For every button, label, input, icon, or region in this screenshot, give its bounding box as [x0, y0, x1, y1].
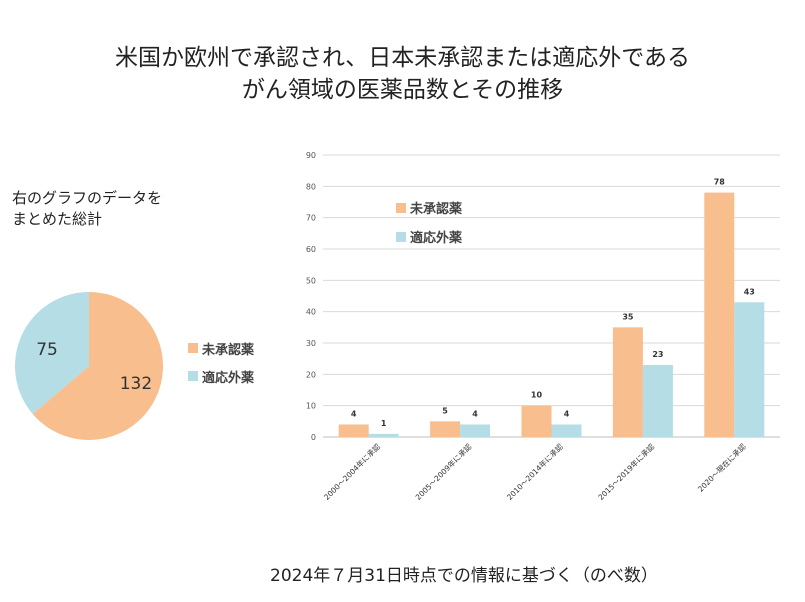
title-line-1: 米国か欧州で承認され、日本未承認または適応外である — [115, 45, 690, 71]
bar-chart: 0 10 20 30 40 50 60 70 80 90 4 1 2000～2004年に承認 5 4 2005… — [306, 151, 780, 502]
summary-note: 右のグラフのデータを まとめた総計 — [12, 188, 162, 230]
data-label: 1 — [381, 419, 387, 428]
bar — [368, 433, 399, 437]
bar — [551, 424, 582, 437]
y-tick-label: 40 — [306, 308, 316, 317]
bar — [460, 424, 491, 437]
pie-slice — [32, 292, 163, 440]
pie-slice-label: 75 — [36, 340, 58, 360]
data-label: 4 — [564, 409, 570, 418]
legend-swatch — [188, 371, 198, 381]
bar — [734, 302, 765, 437]
data-label: 10 — [531, 391, 543, 400]
x-category-label: 2010～2014年に承認 — [504, 441, 565, 502]
legend-swatch — [396, 203, 406, 213]
data-label: 4 — [351, 409, 357, 418]
pie-chart: 132 75 — [14, 292, 163, 440]
y-tick-label: 10 — [306, 402, 316, 411]
legend-label: 未承認薬 — [201, 342, 255, 358]
bar — [704, 192, 735, 437]
y-tick-label: 80 — [306, 182, 316, 191]
summary-note-line-1: 右のグラフのデータを — [12, 189, 163, 207]
summary-note-line-2: まとめた総計 — [12, 210, 103, 228]
y-tick-label: 70 — [306, 214, 316, 223]
x-category-label: 2000～2004年に承認 — [322, 441, 383, 502]
y-tick-label: 0 — [311, 433, 316, 442]
bar — [430, 421, 461, 437]
pie-slice-label: 132 — [120, 374, 152, 394]
y-tick-label: 20 — [306, 370, 316, 379]
y-tick-label: 30 — [306, 339, 316, 348]
pie-slice — [14, 292, 89, 414]
data-label: 23 — [652, 350, 663, 359]
y-tick-label: 60 — [306, 245, 316, 254]
data-label: 5 — [442, 406, 448, 415]
bar — [612, 327, 643, 437]
x-category-label: 2020～現在に承認 — [695, 441, 748, 494]
x-category-label: 2015～2019年に承認 — [596, 441, 657, 502]
bar — [521, 405, 552, 437]
y-tick-label: 50 — [306, 276, 316, 285]
footer-note: 2024年７月31日時点での情報に基づく（のべ数） — [270, 566, 658, 586]
legend-swatch — [188, 343, 198, 353]
legend-label: 未承認薬 — [409, 201, 463, 217]
chart-title: 米国か欧州で承認され、日本未承認または適応外である がん領域の医薬品数とその推移 — [0, 42, 805, 106]
legend-swatch — [396, 232, 406, 242]
bar — [642, 364, 673, 437]
legend-label: 適応外薬 — [410, 230, 463, 246]
bar — [338, 424, 369, 437]
data-label: 43 — [744, 287, 755, 296]
data-label: 4 — [472, 409, 478, 418]
x-category-label: 2005～2009年に承認 — [413, 441, 474, 502]
legend-label: 適応外薬 — [202, 370, 255, 386]
data-label: 35 — [622, 312, 634, 321]
y-tick-label: 90 — [306, 151, 316, 160]
data-label: 78 — [714, 178, 726, 187]
title-line-2: がん領域の医薬品数とその推移 — [241, 77, 564, 103]
